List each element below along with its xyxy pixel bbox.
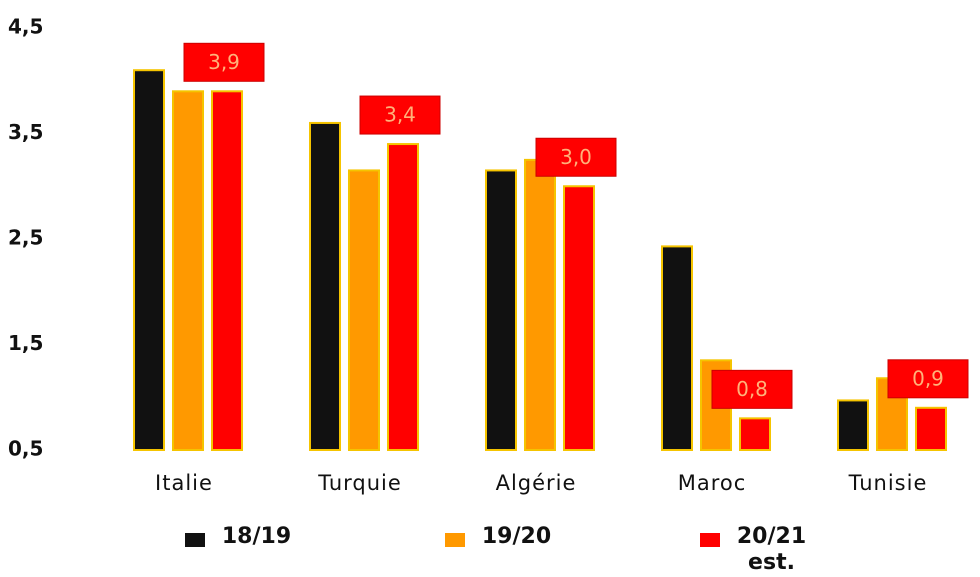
value-label: 3,4	[384, 103, 416, 127]
bar	[348, 169, 380, 452]
bar	[211, 90, 243, 452]
y-tick-label: 2,5	[8, 226, 43, 250]
value-label: 0,9	[912, 366, 944, 390]
bar	[172, 90, 204, 452]
bar	[485, 169, 517, 452]
value-label: 3,9	[208, 50, 240, 74]
legend-swatch	[700, 533, 720, 547]
legend-label: 18/19	[221, 524, 292, 549]
y-tick-label: 1,5	[8, 331, 43, 355]
bar	[309, 121, 341, 451]
bar	[837, 399, 869, 452]
x-tick-label: Algérie	[496, 471, 577, 495]
value-label: 3,0	[560, 145, 592, 169]
legend-swatch	[445, 533, 465, 547]
legend-swatch	[185, 533, 205, 547]
legend-label: 19/20	[481, 524, 552, 549]
x-tick-label: Italie	[155, 471, 213, 495]
value-label: 0,8	[736, 377, 768, 401]
y-tick-label: 0,5	[8, 437, 43, 461]
value-label-box	[711, 369, 793, 409]
value-label-box	[535, 137, 617, 177]
x-tick-label: Tunisie	[848, 471, 928, 495]
value-label-box	[887, 359, 969, 399]
bar	[915, 406, 947, 451]
bar	[563, 185, 595, 451]
value-label-box	[183, 42, 265, 82]
legend-item: 18/19	[185, 524, 304, 550]
legend-item: 20/21 est.	[700, 524, 819, 576]
y-tick-label: 3,5	[8, 120, 43, 144]
legend-item: 19/20	[445, 524, 564, 550]
y-tick-label: 4,5	[8, 15, 43, 39]
bar	[133, 69, 165, 451]
bar	[739, 417, 771, 452]
bar	[387, 143, 419, 452]
x-tick-label: Maroc	[678, 471, 747, 495]
bar	[661, 245, 693, 451]
legend-label: 20/21 est.	[736, 524, 807, 575]
value-label-box	[359, 95, 441, 135]
x-tick-label: Turquie	[317, 471, 402, 495]
bar	[524, 158, 556, 451]
